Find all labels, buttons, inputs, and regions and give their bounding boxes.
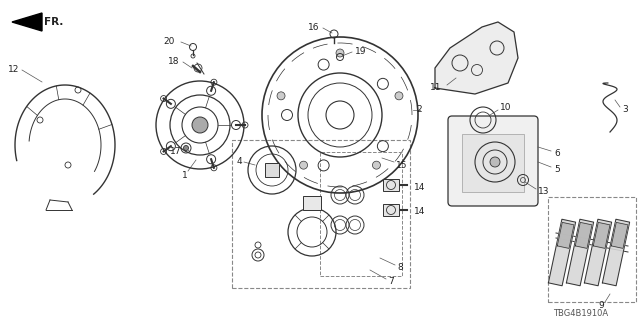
Text: 19: 19: [355, 47, 367, 57]
Text: 12: 12: [8, 66, 19, 75]
Bar: [303, 196, 321, 210]
Text: 15: 15: [396, 161, 408, 170]
Text: 10: 10: [500, 102, 511, 111]
Bar: [383, 204, 399, 216]
Polygon shape: [575, 222, 592, 248]
Polygon shape: [602, 219, 630, 286]
Text: 18: 18: [168, 58, 179, 67]
Circle shape: [336, 49, 344, 57]
Polygon shape: [566, 219, 594, 286]
Text: 17: 17: [170, 148, 182, 156]
Text: 4: 4: [237, 157, 243, 166]
Text: 14: 14: [414, 207, 426, 217]
Text: 20: 20: [163, 37, 174, 46]
Bar: [383, 179, 399, 191]
Text: 14: 14: [414, 183, 426, 193]
Text: FR.: FR.: [44, 17, 63, 27]
Bar: [462, 134, 524, 192]
Bar: [265, 163, 279, 177]
Text: 5: 5: [554, 165, 560, 174]
Text: 11: 11: [430, 84, 442, 92]
Polygon shape: [435, 22, 518, 94]
Text: TBG4B1910A: TBG4B1910A: [553, 309, 608, 318]
Polygon shape: [12, 13, 42, 31]
Text: 16: 16: [308, 23, 319, 33]
FancyBboxPatch shape: [448, 116, 538, 206]
Text: 3: 3: [622, 106, 628, 115]
Polygon shape: [593, 222, 610, 248]
Polygon shape: [611, 222, 628, 248]
Polygon shape: [548, 219, 575, 286]
Text: 8: 8: [397, 263, 403, 273]
Text: 9: 9: [598, 300, 604, 309]
Bar: [232, 140, 410, 288]
Circle shape: [395, 92, 403, 100]
Circle shape: [192, 117, 208, 133]
Circle shape: [300, 161, 308, 169]
Bar: [320, 152, 402, 276]
Circle shape: [184, 146, 189, 150]
Text: 7: 7: [388, 277, 394, 286]
Polygon shape: [584, 219, 612, 286]
Text: 13: 13: [538, 188, 550, 196]
Text: 6: 6: [554, 149, 560, 158]
Circle shape: [490, 157, 500, 167]
Bar: [548, 197, 636, 302]
Circle shape: [372, 161, 380, 169]
Circle shape: [277, 92, 285, 100]
Text: 2: 2: [416, 106, 422, 115]
Polygon shape: [557, 222, 574, 248]
Text: 1: 1: [182, 171, 188, 180]
